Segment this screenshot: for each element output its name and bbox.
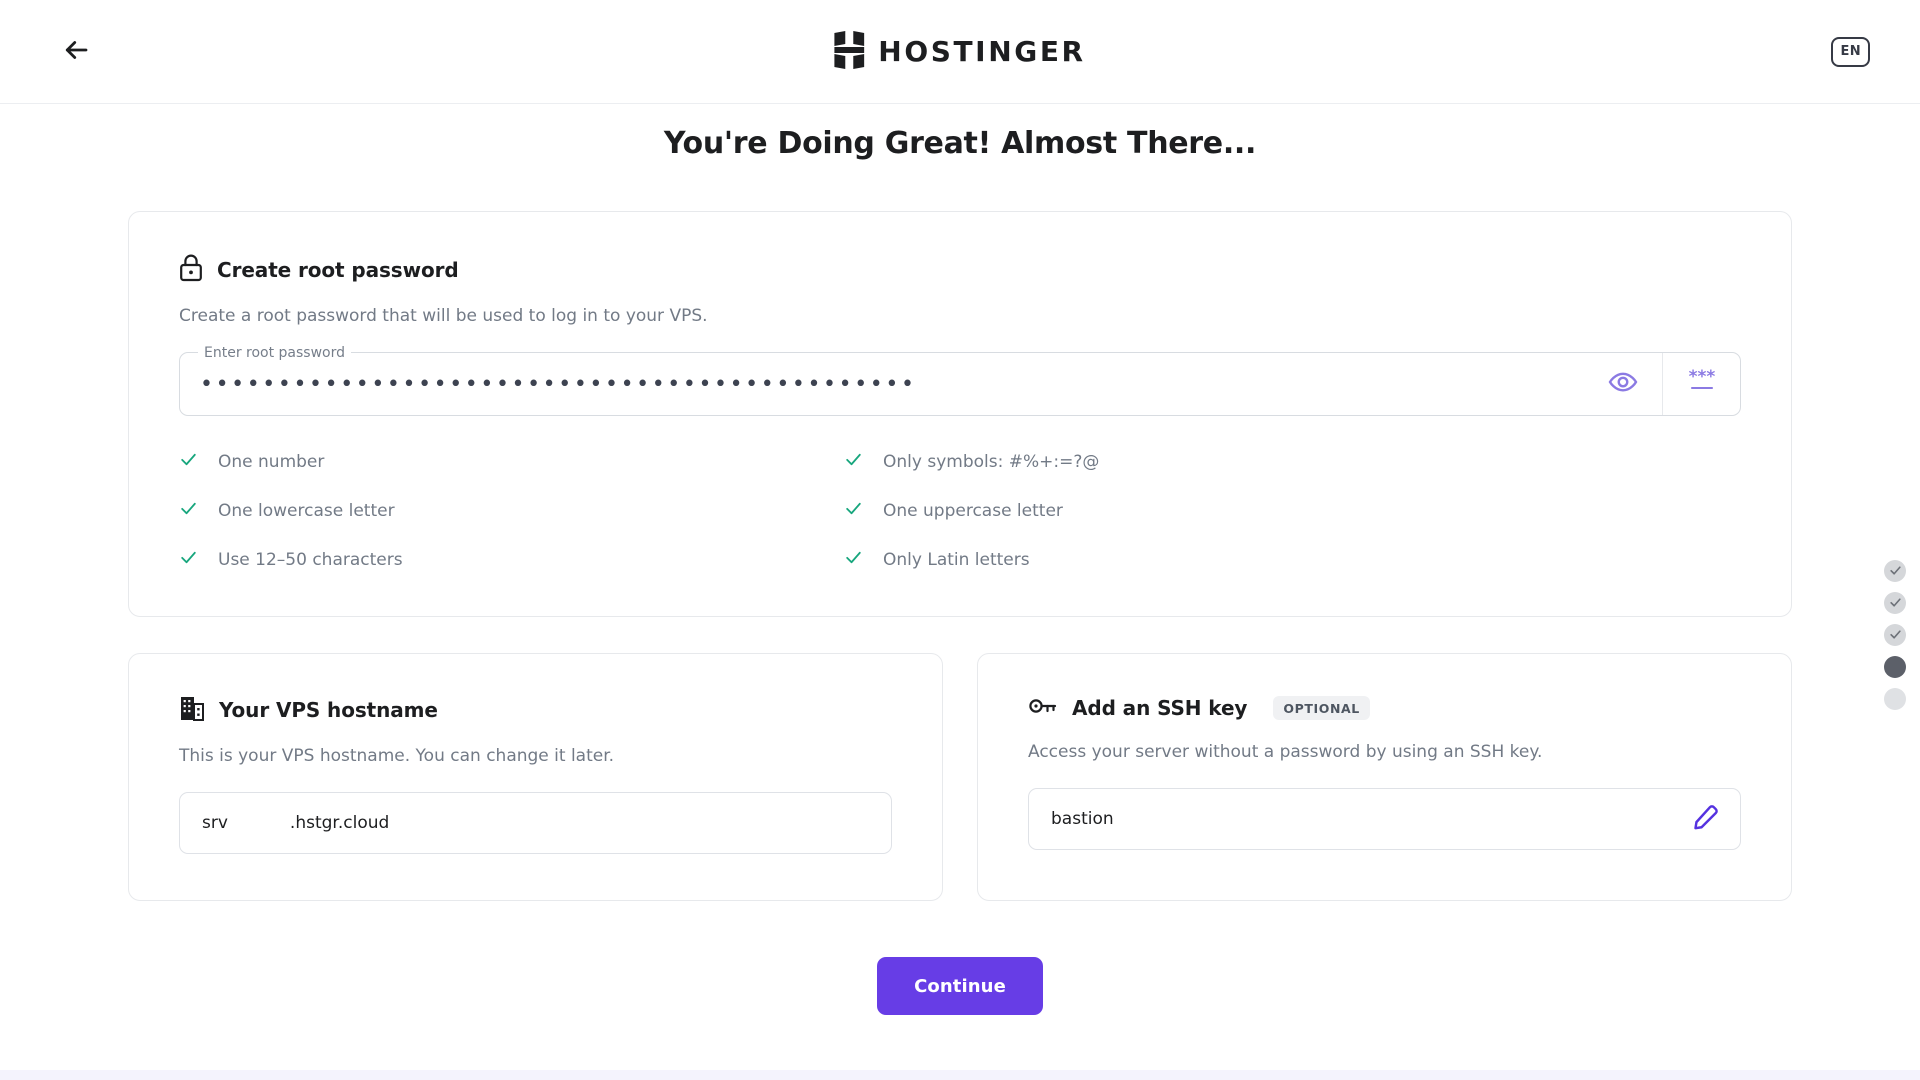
hostname-card-description: This is your VPS hostname. You can chang…: [179, 746, 615, 766]
root-password-input[interactable]: ••••••••••••••••••••••••••••••••••••••••…: [200, 371, 917, 397]
requirement-item: One number: [179, 450, 814, 474]
requirement-label: One number: [218, 452, 325, 472]
check-icon: [179, 548, 198, 572]
vps-hostname-card: Your VPS hostname This is your VPS hostn…: [128, 653, 943, 901]
password-card-description: Create a root password that will be used…: [179, 306, 708, 326]
page-title: You're Doing Great! Almost There...: [663, 126, 1257, 161]
step-dot-3[interactable]: [1884, 624, 1906, 646]
root-password-field[interactable]: Enter root password ••••••••••••••••••••…: [179, 344, 1741, 416]
continue-button[interactable]: Continue: [877, 957, 1043, 1015]
hostname-card-header: Your VPS hostname: [179, 694, 892, 726]
check-icon: [844, 450, 863, 474]
requirement-item: Only Latin letters: [844, 548, 1479, 572]
brand-name: HOSTINGER: [878, 35, 1086, 68]
password-card-header: Create root password: [179, 254, 1741, 286]
root-password-label: Enter root password: [198, 344, 352, 362]
ssh-card-description: Access your server without a password by…: [1028, 742, 1543, 762]
check-icon: [1889, 562, 1902, 581]
create-root-password-card: Create root password Create a root passw…: [128, 211, 1792, 617]
app-header: HOSTINGER EN: [0, 0, 1920, 104]
arrow-left-icon: [61, 35, 91, 68]
step-dot-1[interactable]: [1884, 560, 1906, 582]
step-indicator: [1884, 560, 1906, 710]
check-icon: [1889, 626, 1902, 645]
check-icon: [179, 499, 198, 523]
cta-row: Continue: [128, 957, 1792, 1015]
ssh-key-input[interactable]: bastion: [1028, 788, 1741, 850]
content-area: Create root password Create a root passw…: [128, 161, 1792, 1015]
eye-icon: [1608, 367, 1638, 401]
check-icon: [844, 499, 863, 523]
back-button[interactable]: [52, 28, 100, 76]
secondary-cards-row: Your VPS hostname This is your VPS hostn…: [128, 653, 1792, 901]
svg-text:***: ***: [1688, 369, 1715, 387]
requirement-label: Only Latin letters: [883, 550, 1030, 570]
step-dot-2[interactable]: [1884, 592, 1906, 614]
generate-password-button[interactable]: ***: [1662, 353, 1740, 415]
language-selector[interactable]: EN: [1831, 36, 1870, 67]
brand-logo: HOSTINGER: [834, 30, 1086, 73]
edit-ssh-key-button[interactable]: [1682, 803, 1720, 836]
requirement-item: One lowercase letter: [179, 499, 814, 523]
requirement-item: Use 12–50 characters: [179, 548, 814, 572]
optional-badge: OPTIONAL: [1273, 696, 1370, 720]
requirement-label: Only symbols: #%+:=?@: [883, 452, 1100, 472]
vps-hostname-input[interactable]: srv .hstgr.cloud: [179, 792, 892, 854]
hostname-prefix: srv: [202, 813, 228, 833]
hostname-card-title: Your VPS hostname: [219, 698, 438, 722]
hostname-suffix: .hstgr.cloud: [289, 813, 390, 833]
server-building-icon: [179, 694, 205, 726]
hostinger-h-icon: [834, 30, 865, 73]
ssh-card-header: Add an SSH key OPTIONAL: [1028, 694, 1741, 722]
toggle-password-visibility-button[interactable]: [1584, 353, 1662, 415]
lock-icon: [179, 254, 203, 286]
requirement-item: Only symbols: #%+:=?@: [844, 450, 1479, 474]
ssh-key-value: bastion: [1051, 809, 1114, 829]
ssh-card-title: Add an SSH key: [1072, 696, 1248, 720]
password-requirements: One number Only symbols: #%+:=?@ One low…: [179, 450, 1479, 572]
requirement-item: One uppercase letter: [844, 499, 1479, 523]
requirement-label: Use 12–50 characters: [218, 550, 403, 570]
check-icon: [179, 450, 198, 474]
page-body: You're Doing Great! Almost There... Crea…: [0, 104, 1920, 1015]
bottom-accent-strip: [0, 1070, 1920, 1080]
pencil-icon: [1692, 803, 1720, 836]
generate-password-icon: ***: [1685, 367, 1719, 399]
step-dot-4[interactable]: [1884, 656, 1906, 678]
step-dot-5[interactable]: [1884, 688, 1906, 710]
check-icon: [1889, 594, 1902, 613]
check-icon: [844, 548, 863, 572]
ssh-key-card: Add an SSH key OPTIONAL Access your serv…: [977, 653, 1792, 901]
requirement-label: One lowercase letter: [218, 501, 395, 521]
key-icon: [1028, 694, 1058, 722]
requirement-label: One uppercase letter: [883, 501, 1063, 521]
password-card-title: Create root password: [217, 258, 459, 282]
